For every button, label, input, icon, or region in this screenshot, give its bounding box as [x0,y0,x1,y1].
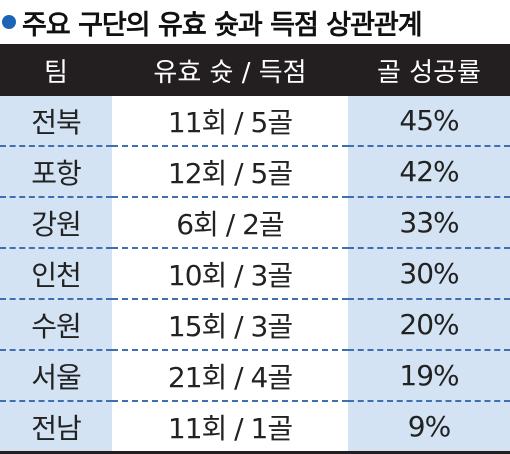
header-cell: 골 성공률 [348,44,510,96]
table-row: 수원 15회 / 3골 20% [0,298,510,350]
table-cell: 인천 [0,247,112,299]
table-row: 인천 10회 / 3골 30% [0,247,510,299]
table-cell: 20% [348,298,510,350]
table-cell: 11회 / 1골 [112,400,348,454]
title-bar: 주요 구단의 유효 슛과 득점 상관관계 [0,0,510,44]
table-cell: 10회 / 3골 [112,247,348,299]
table-cell: 전남 [0,400,112,454]
header-cell: 팀 [0,44,112,96]
table-cell: 전북 [0,96,112,146]
table-row: 전남 11회 / 1골 9% [0,400,510,454]
table-cell: 수원 [0,298,112,350]
table-row: 강원 6회 / 2골 33% [0,196,510,248]
table-cell: 12회 / 5골 [112,145,348,197]
table-cell: 45% [348,96,510,146]
table-header: 팀 유효 슛 / 득점 골 성공률 [0,44,510,96]
title: 주요 구단의 유효 슛과 득점 상관관계 [22,9,423,41]
table-cell: 30% [348,247,510,299]
bullet [2,15,16,29]
table-cell: 포항 [0,145,112,197]
table-cell: 11회 / 5골 [112,96,348,146]
table: 팀 유효 슛 / 득점 골 성공률 전북 11회 / 5골 45% 포항 12회 / 5골 4… [0,44,510,454]
table-body: 전북 11회 / 5골 45% 포항 12회 / 5골 42% 강원 6회 / 2골 33% 인천… [0,96,510,454]
table-cell: 9% [348,400,510,454]
table-cell: 6회 / 2골 [112,196,348,248]
table-cell: 19% [348,349,510,401]
table-cell: 강원 [0,196,112,248]
table-cell: 33% [348,196,510,248]
table-row: 전북 11회 / 5골 45% [0,96,510,146]
table-cell: 42% [348,145,510,197]
table-cell: 서울 [0,349,112,401]
table-cell: 21회 / 4골 [112,349,348,401]
table-row: 포항 12회 / 5골 42% [0,145,510,197]
table-cell: 15회 / 3골 [112,298,348,350]
header-cell: 유효 슛 / 득점 [112,44,348,96]
header-row: 팀 유효 슛 / 득점 골 성공률 [0,44,510,96]
table-row: 서울 21회 / 4골 19% [0,349,510,401]
